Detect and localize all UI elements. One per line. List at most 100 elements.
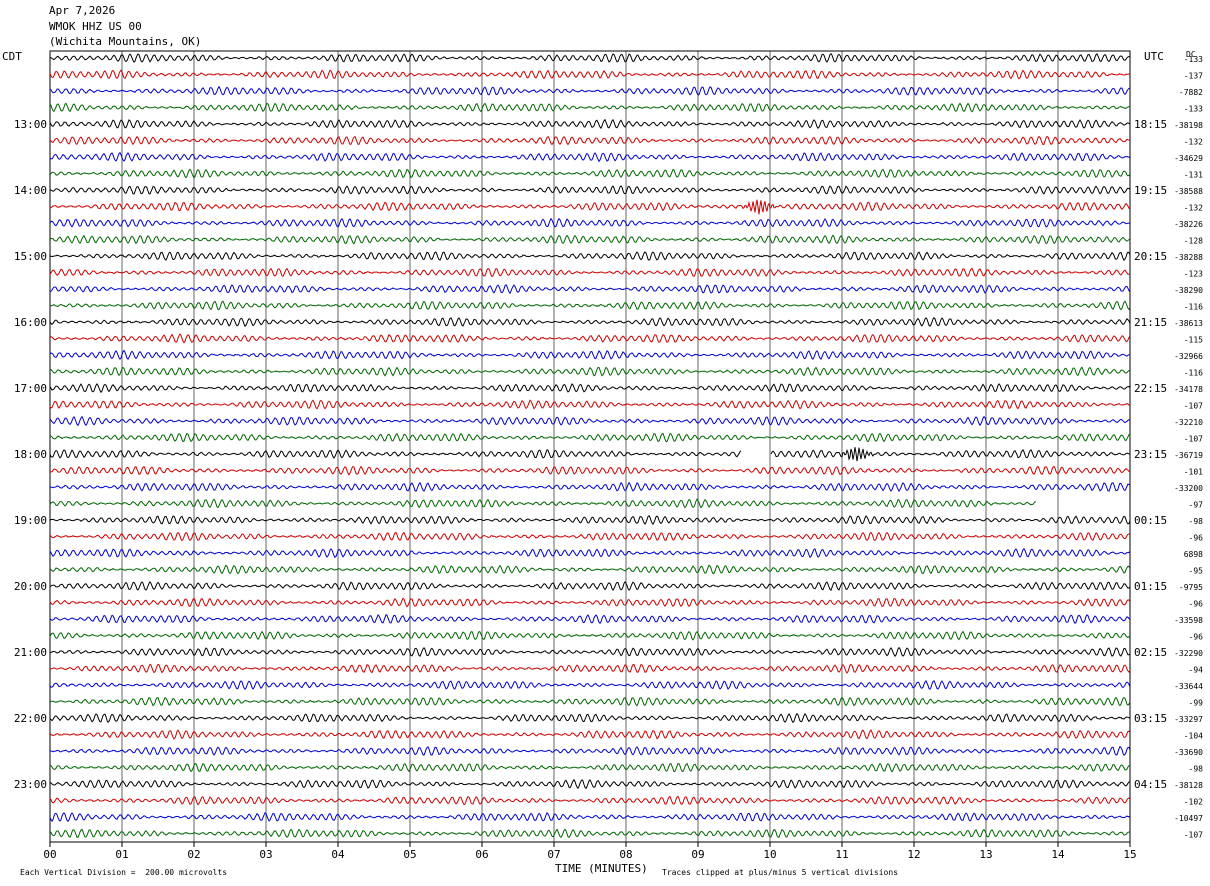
x-tick-label: 13 bbox=[979, 848, 992, 861]
seismic-trace bbox=[49, 151, 1131, 163]
seismic-trace bbox=[49, 712, 1131, 724]
seismic-trace bbox=[49, 85, 1130, 96]
dc-offset-label: -99 bbox=[1189, 699, 1204, 708]
dc-offset-label: -33598 bbox=[1174, 616, 1203, 625]
utc-hour-label: 00:15 bbox=[1134, 514, 1167, 527]
utc-hour-label: 22:15 bbox=[1134, 382, 1167, 395]
dc-offset-label: -137 bbox=[1184, 72, 1203, 81]
chart-date: Apr 7,2026 bbox=[49, 4, 116, 17]
seismic-trace bbox=[49, 399, 1131, 410]
dc-offset-label: -133 bbox=[1184, 105, 1203, 114]
dc-offset-label: -38198 bbox=[1174, 121, 1203, 130]
dc-offset-label: -94 bbox=[1189, 666, 1204, 675]
dc-offset-label: -33690 bbox=[1174, 748, 1203, 757]
dc-offset-label: -95 bbox=[1189, 567, 1204, 576]
dc-offset-label: -7882 bbox=[1179, 88, 1203, 97]
x-tick-label: 09 bbox=[691, 848, 704, 861]
utc-hour-label: 02:15 bbox=[1134, 646, 1167, 659]
dc-offset-label: -33297 bbox=[1174, 715, 1203, 724]
seismic-trace bbox=[49, 547, 1131, 559]
utc-hour-label: 18:15 bbox=[1134, 118, 1167, 131]
seismic-trace bbox=[49, 349, 1131, 361]
seismic-trace bbox=[49, 316, 1131, 328]
utc-hour-label: 20:15 bbox=[1134, 250, 1167, 263]
station-location: (Wichita Mountains, OK) bbox=[49, 35, 202, 48]
x-tick-label: 08 bbox=[619, 848, 632, 861]
seismic-trace bbox=[49, 118, 1131, 130]
seismic-trace bbox=[49, 102, 1131, 113]
dc-offset-label: -34629 bbox=[1174, 154, 1203, 163]
dc-offset-label: -34178 bbox=[1174, 385, 1203, 394]
station-code: WMOK HHZ US 00 bbox=[49, 20, 142, 33]
dc-offset-label: -38288 bbox=[1174, 253, 1203, 262]
seismic-trace bbox=[49, 383, 1131, 394]
cdt-hour-label: 18:00 bbox=[14, 448, 47, 461]
seismic-trace bbox=[49, 447, 1131, 462]
dc-offset-label: -101 bbox=[1184, 468, 1203, 477]
seismic-trace bbox=[49, 52, 1131, 63]
seismic-trace bbox=[49, 498, 1037, 509]
cdt-hour-label: 14:00 bbox=[14, 184, 47, 197]
x-tick-label: 05 bbox=[403, 848, 416, 861]
dc-offset-label: -107 bbox=[1184, 831, 1203, 840]
seismic-trace bbox=[49, 663, 1131, 674]
x-tick-label: 02 bbox=[187, 848, 200, 861]
seismic-trace bbox=[49, 465, 1131, 476]
dc-offset-label: 6898 bbox=[1184, 550, 1203, 559]
dc-offset-label: -98 bbox=[1189, 517, 1204, 526]
seismic-trace bbox=[49, 234, 1131, 245]
x-tick-label: 11 bbox=[835, 848, 848, 861]
seismic-trace bbox=[49, 69, 1131, 80]
seismic-trace bbox=[49, 415, 1131, 427]
dc-offset-label: -96 bbox=[1189, 633, 1204, 642]
dc-offset-label: -32966 bbox=[1174, 352, 1203, 361]
utc-hour-label: 23:15 bbox=[1134, 448, 1167, 461]
dc-offset-label: -107 bbox=[1184, 435, 1203, 444]
cdt-hour-label: 22:00 bbox=[14, 712, 47, 725]
seismic-trace bbox=[49, 613, 1131, 625]
utc-hour-label: 03:15 bbox=[1134, 712, 1167, 725]
cdt-hour-label: 16:00 bbox=[14, 316, 47, 329]
seismic-trace bbox=[49, 185, 1131, 195]
cdt-hour-label: 19:00 bbox=[14, 514, 47, 527]
x-tick-label: 01 bbox=[115, 848, 128, 861]
seismic-trace bbox=[49, 217, 1131, 228]
cdt-hour-label: 23:00 bbox=[14, 778, 47, 791]
dc-offset-label: -38290 bbox=[1174, 286, 1203, 295]
dc-offset-label: -115 bbox=[1184, 336, 1203, 345]
dc-offset-label: -128 bbox=[1184, 237, 1203, 246]
dc-offset-label: -38588 bbox=[1174, 187, 1203, 196]
seismic-trace bbox=[49, 300, 1131, 311]
seismic-trace bbox=[49, 135, 1131, 146]
left-axis-label: CDT bbox=[2, 50, 22, 63]
seismic-trace bbox=[49, 267, 1131, 278]
seismic-trace bbox=[49, 333, 1131, 344]
dc-offset-label: -102 bbox=[1184, 798, 1203, 807]
seismic-trace bbox=[49, 564, 1131, 575]
seismic-trace bbox=[49, 745, 1131, 756]
dc-offset-label: -38226 bbox=[1174, 220, 1203, 229]
seismic-trace bbox=[49, 795, 1131, 806]
x-tick-label: 00 bbox=[43, 848, 56, 861]
dc-offset-label: -33644 bbox=[1174, 682, 1203, 691]
dc-offset-label: -32290 bbox=[1174, 649, 1203, 658]
seismic-trace bbox=[49, 168, 1131, 179]
dc-offset-label: -107 bbox=[1184, 402, 1203, 411]
seismic-trace bbox=[49, 729, 1131, 740]
x-tick-label: 06 bbox=[475, 848, 488, 861]
utc-hour-label: 21:15 bbox=[1134, 316, 1167, 329]
dc-offset-label: -116 bbox=[1184, 303, 1203, 312]
dc-offset-label: -98 bbox=[1189, 765, 1204, 774]
plot-frame bbox=[49, 50, 1131, 843]
x-tick-label: 15 bbox=[1123, 848, 1136, 861]
seismic-trace bbox=[49, 366, 1131, 377]
utc-hour-label: 01:15 bbox=[1134, 580, 1167, 593]
clip-note: Traces clipped at plus/minus 5 vertical … bbox=[662, 868, 899, 877]
dc-offset-label: -96 bbox=[1189, 600, 1204, 609]
utc-hour-label: 19:15 bbox=[1134, 184, 1167, 197]
seismic-trace bbox=[49, 680, 1131, 691]
seismic-trace bbox=[49, 812, 1131, 823]
seismic-trace bbox=[49, 199, 1131, 215]
right-axis-label: UTC bbox=[1144, 50, 1164, 63]
